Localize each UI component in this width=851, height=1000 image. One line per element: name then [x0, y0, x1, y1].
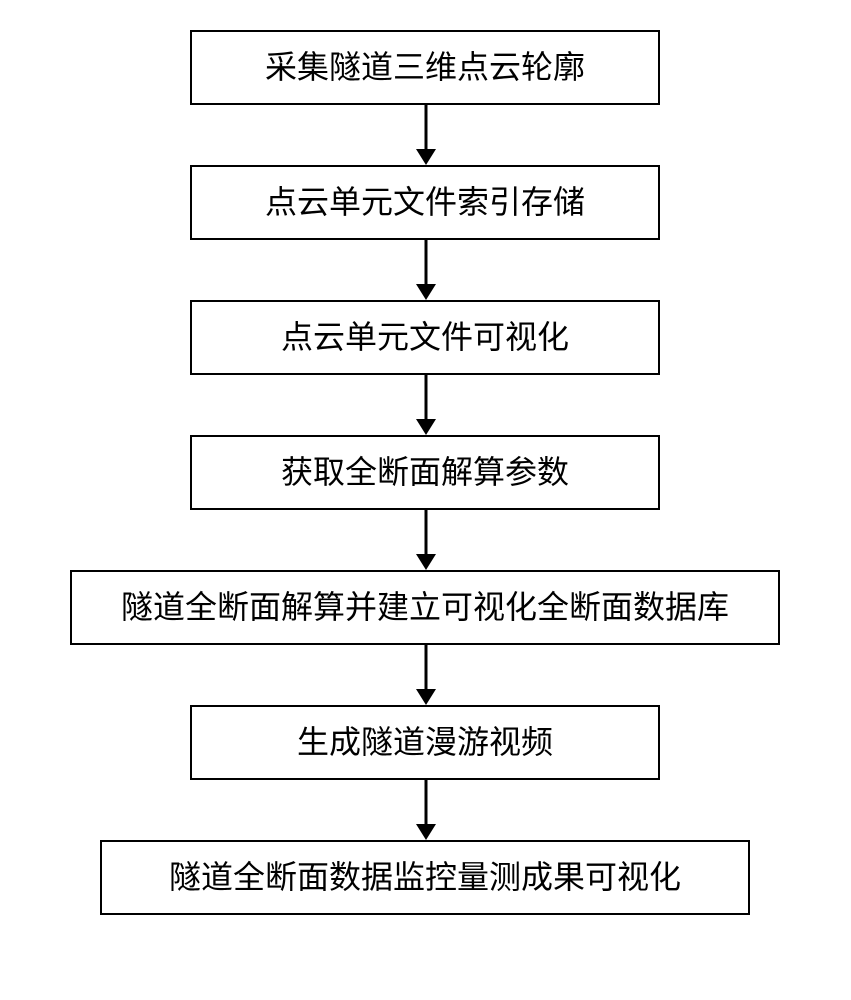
flow-node-1-label: 采集隧道三维点云轮廓 [257, 48, 593, 86]
flow-node-4: 获取全断面解算参数 [190, 435, 660, 510]
flow-node-2-label: 点云单元文件索引存储 [257, 183, 593, 221]
flow-node-3-label: 点云单元文件可视化 [273, 318, 577, 356]
flow-node-6: 生成隧道漫游视频 [190, 705, 660, 780]
flowchart-canvas: 采集隧道三维点云轮廓 点云单元文件索引存储 点云单元文件可视化 获取全断面解算参… [0, 0, 851, 1000]
flow-node-4-label: 获取全断面解算参数 [273, 453, 577, 491]
flow-node-3: 点云单元文件可视化 [190, 300, 660, 375]
flow-node-1: 采集隧道三维点云轮廓 [190, 30, 660, 105]
flow-node-7: 隧道全断面数据监控量测成果可视化 [100, 840, 750, 915]
flow-node-5: 隧道全断面解算并建立可视化全断面数据库 [70, 570, 780, 645]
flow-node-6-label: 生成隧道漫游视频 [289, 723, 561, 761]
flow-node-5-label: 隧道全断面解算并建立可视化全断面数据库 [113, 588, 737, 626]
flow-node-2: 点云单元文件索引存储 [190, 165, 660, 240]
flow-node-7-label: 隧道全断面数据监控量测成果可视化 [161, 858, 689, 896]
